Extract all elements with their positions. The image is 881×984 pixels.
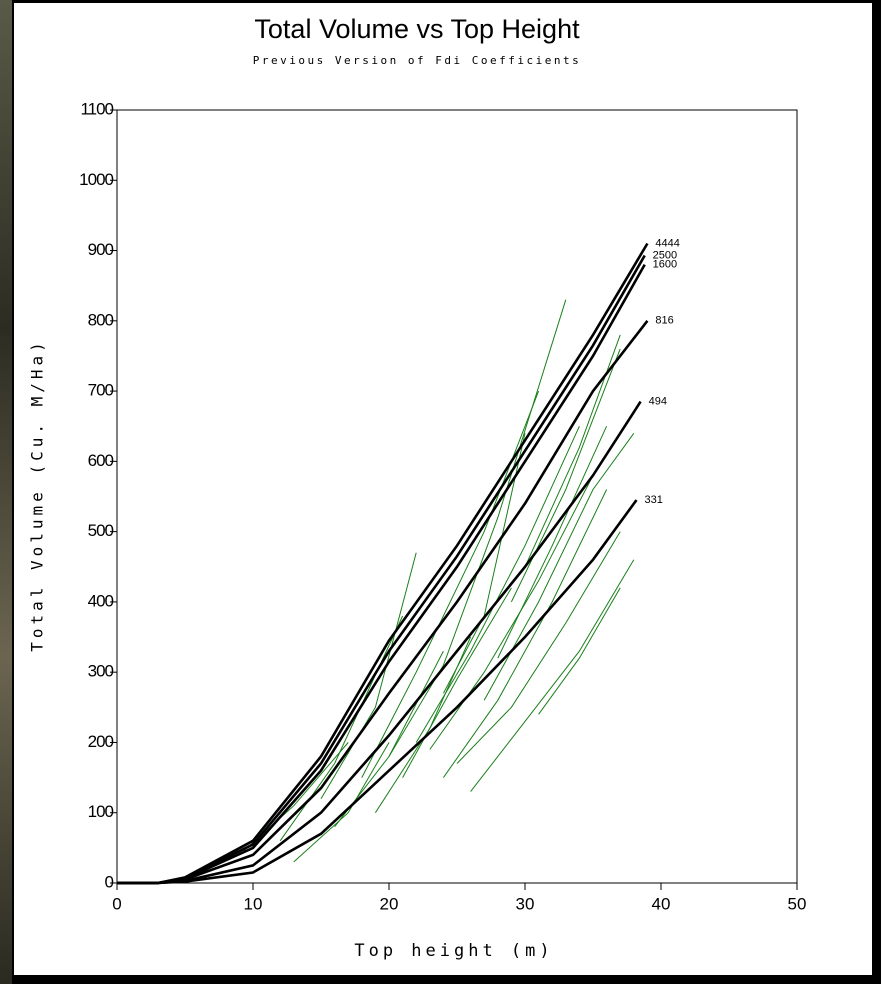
plot-line xyxy=(510,348,621,603)
plot-frame xyxy=(116,109,798,884)
y-tick-label: 400 xyxy=(88,591,114,610)
y-tick-label: 300 xyxy=(88,662,114,681)
y-axis-label: Total Volume (Cu. M/Ha) xyxy=(28,338,47,652)
series-line xyxy=(117,400,642,885)
plot-line xyxy=(415,425,580,743)
y-tick-label: 800 xyxy=(88,310,114,329)
y-tick-label: 1000 xyxy=(79,170,113,189)
x-tick-label: 0 xyxy=(112,894,121,913)
series-label: 2500 xyxy=(653,249,677,261)
series-line xyxy=(117,499,638,885)
series-label: 4444 xyxy=(655,237,679,249)
x-axis-label: Top height (m) xyxy=(354,941,553,961)
series-label: 494 xyxy=(649,396,667,408)
y-tick-label: 600 xyxy=(88,451,114,470)
plot-line xyxy=(374,636,472,813)
chart-subtitle: Previous Version of Fdi Coefficients xyxy=(253,54,581,67)
plot-line xyxy=(320,552,417,799)
chart-title: Total Volume vs Top Height xyxy=(254,14,580,44)
plot-line xyxy=(334,650,444,828)
series-label: 816 xyxy=(655,315,673,327)
plot-line xyxy=(442,489,608,778)
x-tick-label: 50 xyxy=(788,894,807,913)
y-tick-label: 700 xyxy=(88,381,114,400)
series-line xyxy=(117,320,649,885)
y-tick-label: 0 xyxy=(105,872,114,891)
series-label: 1600 xyxy=(653,259,677,271)
plot-line xyxy=(538,587,621,715)
x-tick-label: 30 xyxy=(516,894,535,913)
y-tick-label: 900 xyxy=(88,240,114,259)
y-tick-label: 100 xyxy=(88,802,114,821)
plot-line xyxy=(470,559,635,792)
x-tick-label: 20 xyxy=(380,894,399,913)
plot-line xyxy=(388,299,567,757)
chart: Total Volume vs Top Height Previous Vers… xyxy=(14,3,872,975)
plot-line xyxy=(293,742,390,863)
y-tick-label: 200 xyxy=(88,732,114,751)
x-tick-label: 10 xyxy=(244,894,263,913)
series-line xyxy=(117,254,646,885)
plot-line xyxy=(497,425,608,659)
series-line xyxy=(117,242,649,885)
background-strip xyxy=(0,0,12,984)
x-tick-label: 40 xyxy=(652,894,671,913)
plot-line xyxy=(429,475,594,750)
y-tick-label: 500 xyxy=(88,521,114,540)
plot-line xyxy=(402,587,512,778)
y-tick-label: 1100 xyxy=(80,99,113,118)
plot-line xyxy=(456,531,621,764)
series-label: 331 xyxy=(645,494,663,506)
